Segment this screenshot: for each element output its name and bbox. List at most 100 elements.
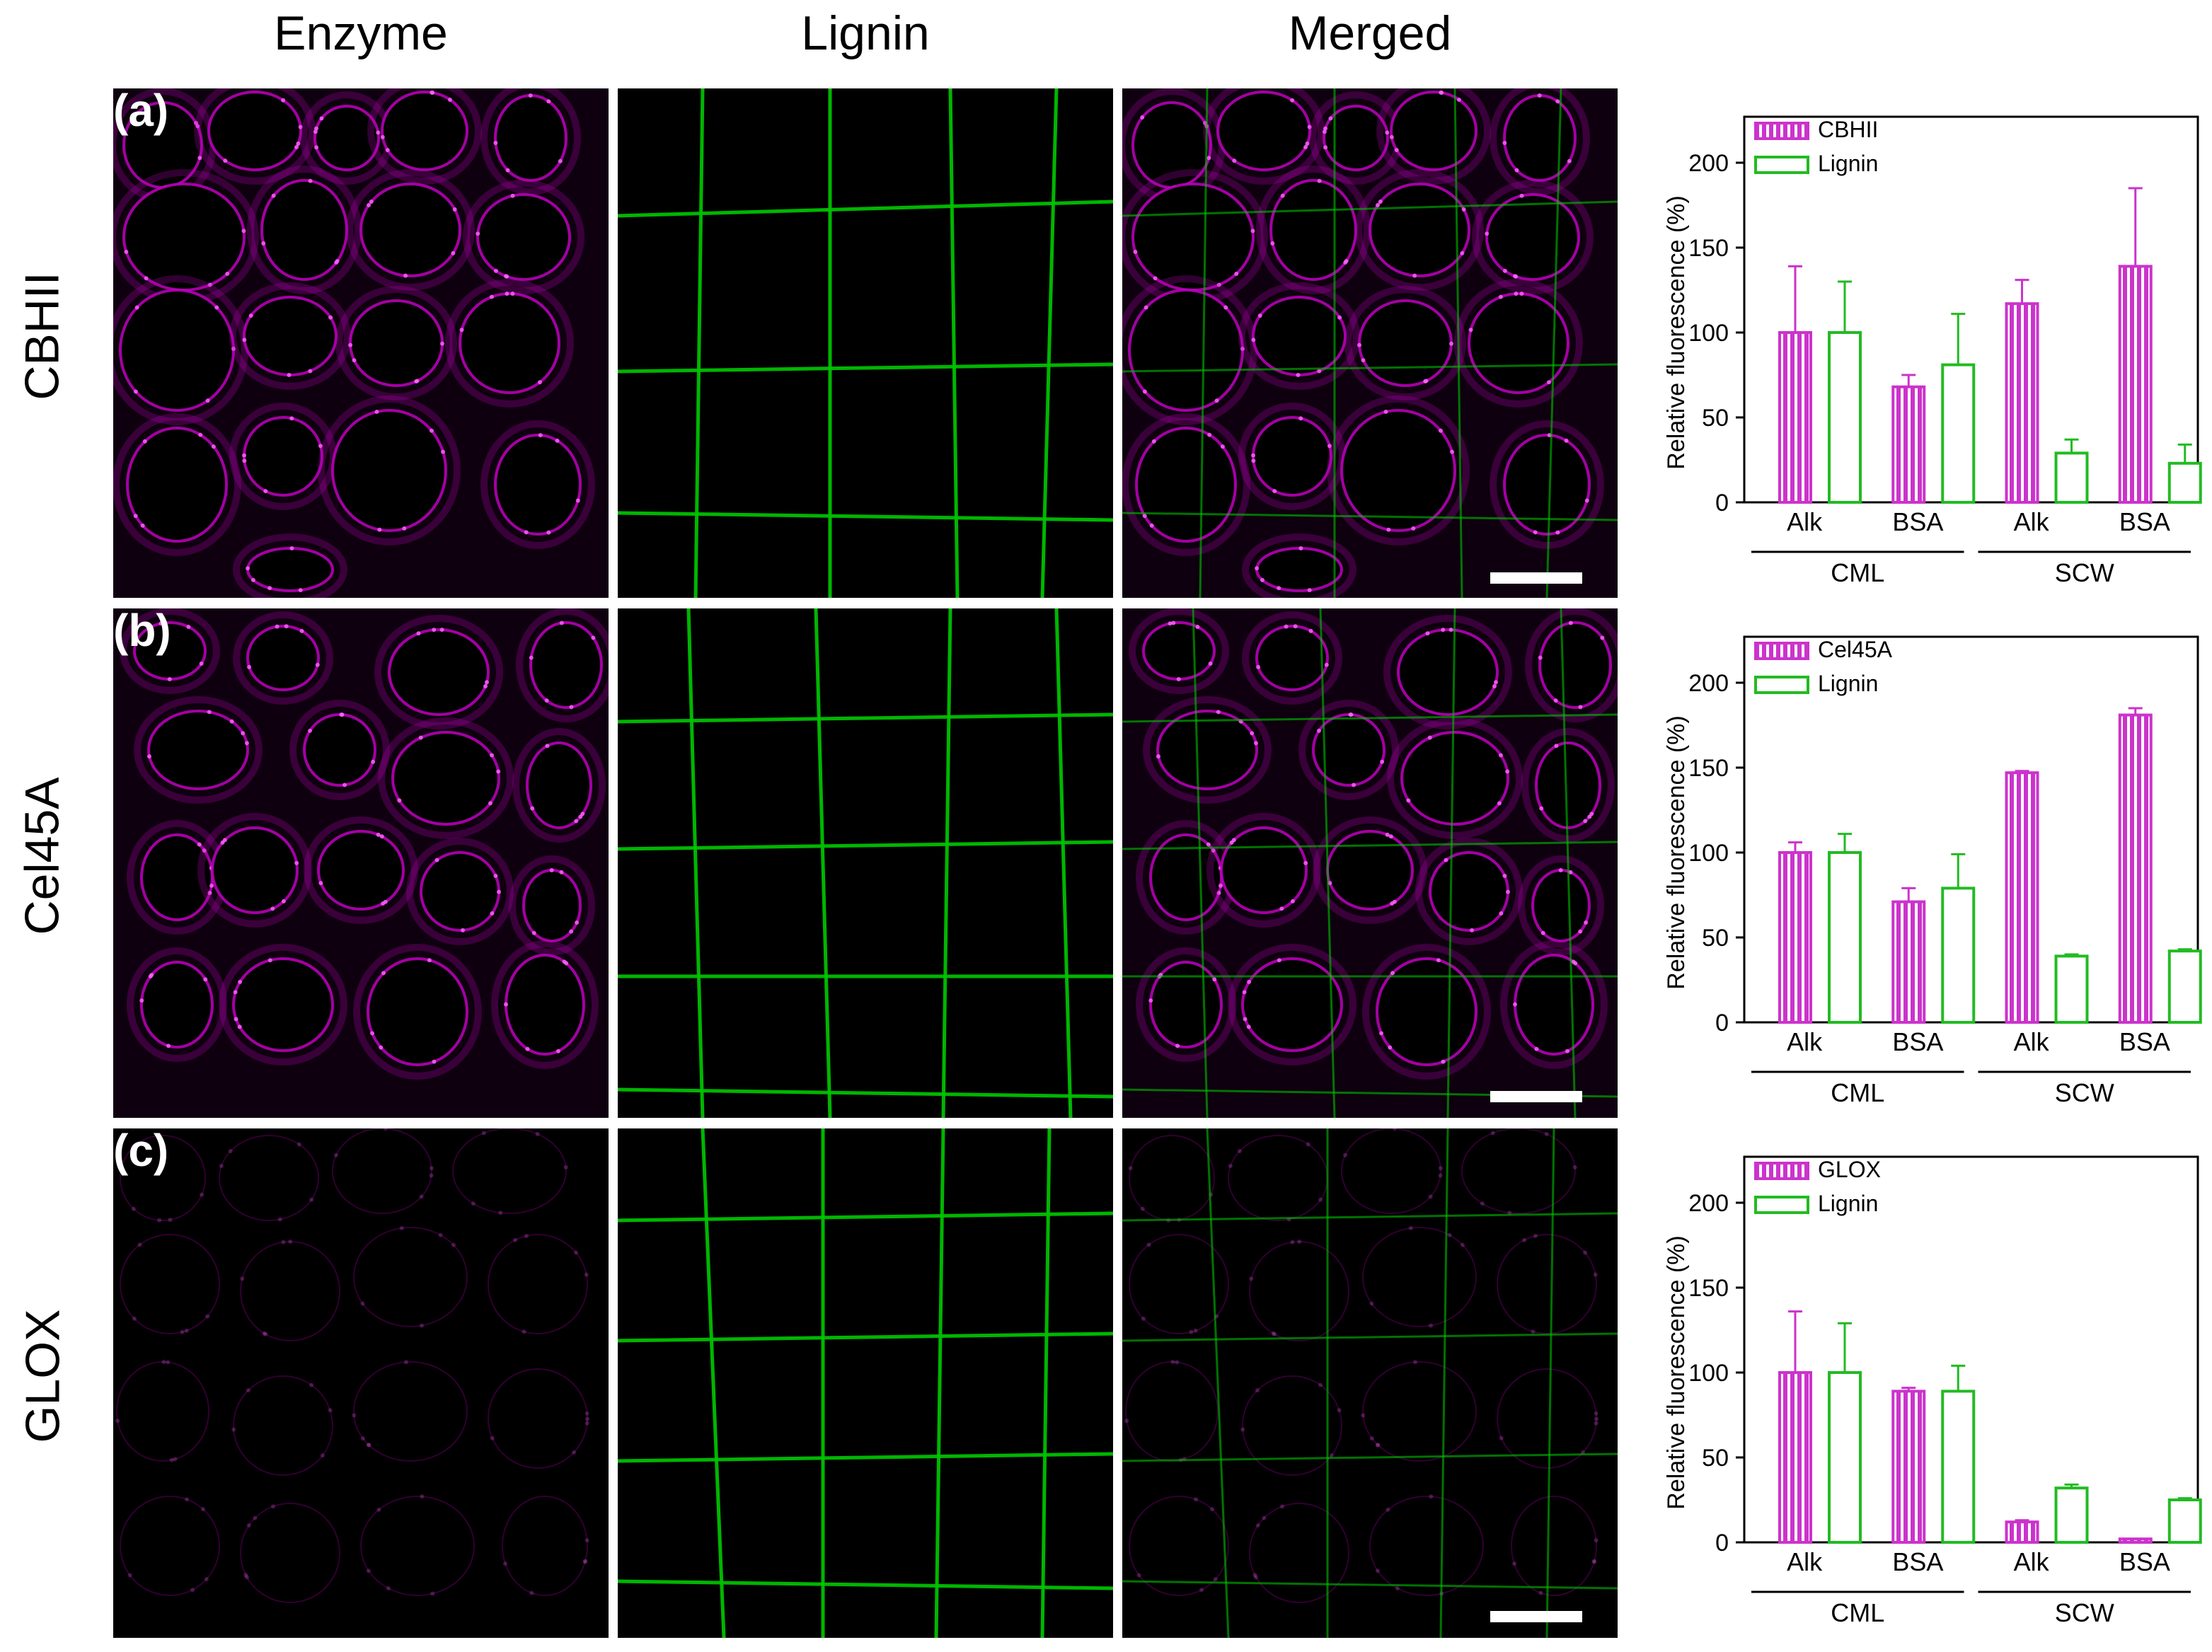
lignin-boundary xyxy=(1122,841,1618,850)
fluorescent-spot xyxy=(202,848,207,853)
lignin-boundary xyxy=(1192,608,1209,1118)
fluorescent-spot xyxy=(133,514,138,519)
fluorescent-spot xyxy=(1568,870,1573,874)
category-label: Alk xyxy=(2014,1027,2050,1056)
fluorescent-spot xyxy=(360,1436,365,1441)
legend-swatch xyxy=(1754,642,1809,660)
fluorescent-spot xyxy=(432,628,437,633)
fluorescent-spot xyxy=(1255,1523,1260,1528)
lignin-boundary xyxy=(1560,608,1577,1118)
cell-lumen xyxy=(1369,183,1470,277)
fluorescent-spot xyxy=(1514,291,1519,296)
cell-lumen xyxy=(1249,1503,1349,1603)
fluorescent-spot xyxy=(564,961,569,966)
fluorescent-spot xyxy=(237,1024,242,1029)
fluorescent-spot xyxy=(328,1408,333,1413)
cell-wall-outer xyxy=(491,940,599,1069)
y-axis-label: Relative fluorescence (%) xyxy=(1663,195,1690,469)
legend-swatch xyxy=(1754,156,1809,174)
lignin-boundary xyxy=(701,1128,726,1638)
fluorescent-spot xyxy=(1324,662,1329,667)
fluorescent-spot xyxy=(1175,1360,1180,1365)
fluorescent-spot xyxy=(1290,899,1295,903)
fluorescent-spot xyxy=(1317,369,1322,374)
lignin-boundary xyxy=(1446,608,1456,1118)
fluorescent-spot xyxy=(1206,842,1211,847)
group-label: SCW xyxy=(2055,1078,2114,1107)
fluorescent-spot xyxy=(1428,1194,1433,1199)
fluorescent-spot xyxy=(199,662,204,666)
y-axis-label: Relative fluorescence (%) xyxy=(1663,1235,1690,1509)
fluorescent-spot xyxy=(498,1211,503,1215)
fluorescent-spot xyxy=(493,268,498,273)
lignin-boundary xyxy=(1122,1452,1618,1462)
fluorescent-spot xyxy=(1369,1301,1374,1306)
cell-wall-outer xyxy=(289,700,390,800)
fluorescent-spot xyxy=(447,97,452,102)
micrograph-enzyme-c: (c) xyxy=(113,1128,609,1638)
fluorescent-spot xyxy=(1502,874,1507,879)
fluorescent-spot xyxy=(1251,453,1256,458)
fluorescent-spot xyxy=(377,527,382,532)
fluorescent-spot xyxy=(205,398,210,403)
cell-wall-outer xyxy=(1122,413,1250,556)
fluorescent-spot xyxy=(1555,530,1560,535)
fluorescent-spot xyxy=(490,1436,495,1440)
fluorescent-spot xyxy=(1317,178,1322,183)
fluorescent-spot xyxy=(1480,1201,1485,1206)
fluorescent-spot xyxy=(1250,229,1255,233)
fluorescent-spot xyxy=(1318,1382,1323,1387)
fluorescent-spot xyxy=(1553,698,1558,703)
micrograph-merged-b xyxy=(1122,608,1618,1118)
fluorescent-spot xyxy=(1250,731,1255,736)
fluorescent-spot xyxy=(1502,140,1507,145)
fluorescent-spot xyxy=(1237,1149,1242,1154)
cell-wall-outer xyxy=(1500,940,1608,1069)
bar-lignin xyxy=(2167,949,2202,1024)
panel-letter-a: (a) xyxy=(113,88,169,136)
cell-wall-outer xyxy=(335,286,457,400)
fluorescent-spot xyxy=(584,1411,589,1416)
bar-enzyme xyxy=(1778,851,1812,1024)
legend-label: CBHII xyxy=(1818,117,1878,142)
fluorescent-spot xyxy=(1519,193,1524,198)
category-label: Alk xyxy=(2014,1547,2050,1576)
fluorescent-spot xyxy=(334,1153,339,1157)
micrograph-image xyxy=(618,1128,1113,1638)
micrograph-image xyxy=(1122,88,1618,598)
fluorescent-spot xyxy=(555,438,560,443)
fluorescent-spot xyxy=(583,1559,588,1564)
fluorescent-spot xyxy=(1408,1225,1413,1230)
fluorescent-spot xyxy=(263,489,268,494)
bar-lignin xyxy=(1941,886,1976,1024)
fluorescent-spot xyxy=(198,432,203,437)
fluorescent-spot xyxy=(569,929,574,934)
fluorescent-spot xyxy=(558,158,563,163)
bar-enzyme xyxy=(2118,265,2153,504)
y-tick-label: 0 xyxy=(1715,1010,1729,1036)
bar-enzyme xyxy=(1778,331,1812,504)
fluorescent-spot xyxy=(1223,305,1228,310)
fluorescent-spot xyxy=(1317,728,1322,733)
fluorescent-spot xyxy=(535,1131,540,1136)
fluorescent-spot xyxy=(119,1166,124,1171)
fluorescent-spot xyxy=(219,1163,224,1168)
fluorescent-spot xyxy=(1247,979,1252,984)
fluorescent-spot xyxy=(281,899,286,903)
fluorescent-spot xyxy=(166,1360,171,1365)
group-label: CML xyxy=(1831,558,1884,587)
lignin-boundary xyxy=(934,1128,945,1638)
cell-wall-outer xyxy=(1136,947,1236,1062)
fluorescent-spot xyxy=(298,588,303,593)
fluorescent-spot xyxy=(1305,141,1310,146)
y-tick-label: 150 xyxy=(1688,235,1729,262)
cell-lumen xyxy=(1340,409,1456,532)
lignin-boundary xyxy=(1122,512,1618,521)
cell-lumen xyxy=(331,409,447,532)
fluorescent-spot xyxy=(1383,410,1388,415)
fluorescent-spot xyxy=(244,741,249,746)
fluorescent-spot xyxy=(296,1142,301,1147)
fluorescent-spot xyxy=(1425,631,1430,636)
fluorescent-spot xyxy=(1438,428,1443,433)
fluorescent-spot xyxy=(374,410,379,415)
